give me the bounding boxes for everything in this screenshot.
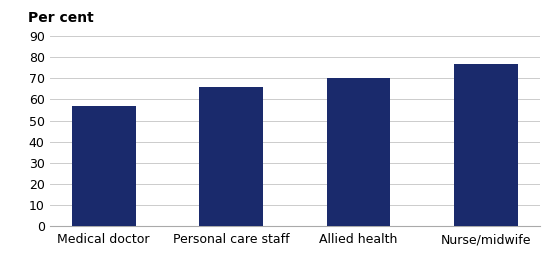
Text: Per cent: Per cent: [28, 11, 93, 25]
Bar: [199, 87, 263, 226]
Bar: [327, 78, 390, 226]
Bar: [454, 64, 518, 226]
Bar: [72, 106, 136, 226]
